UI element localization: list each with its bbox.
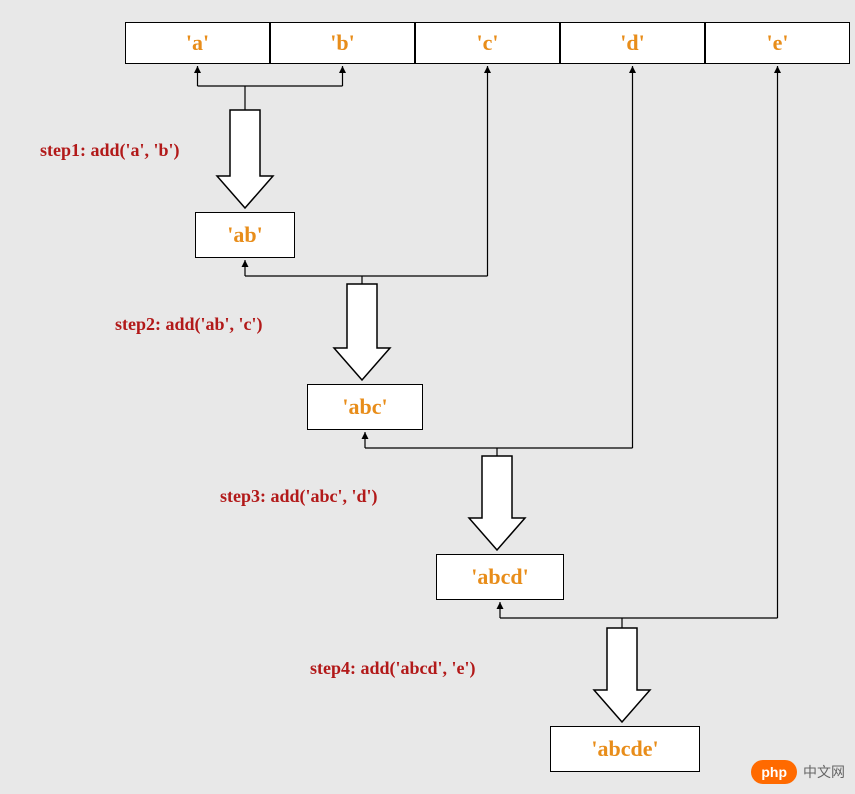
step-label: step4: add('abcd', 'e') [310, 658, 476, 679]
array-cell-text: 'c' [477, 30, 499, 56]
array-cell: 'c' [415, 22, 560, 64]
result-text: 'ab' [227, 222, 262, 248]
result-box: 'abc' [307, 384, 423, 430]
result-text: 'abcd' [471, 564, 528, 590]
watermark-text: 中文网 [803, 762, 845, 782]
watermark-badge: php [751, 760, 797, 784]
array-cell-text: 'e' [767, 30, 789, 56]
watermark: php 中文网 [751, 760, 845, 784]
result-box: 'ab' [195, 212, 295, 258]
result-box: 'abcd' [436, 554, 564, 600]
result-box: 'abcde' [550, 726, 700, 772]
array-cell: 'b' [270, 22, 415, 64]
array-cell: 'd' [560, 22, 705, 64]
array-cell-text: 'b' [330, 30, 354, 56]
array-cell-text: 'a' [186, 30, 209, 56]
result-text: 'abc' [342, 394, 387, 420]
step-label: step3: add('abc', 'd') [220, 486, 378, 507]
step-label: step2: add('ab', 'c') [115, 314, 263, 335]
step-label: step1: add('a', 'b') [40, 140, 180, 161]
result-text: 'abcde' [591, 736, 658, 762]
array-cell: 'a' [125, 22, 270, 64]
array-cell-text: 'd' [620, 30, 644, 56]
array-cell: 'e' [705, 22, 850, 64]
